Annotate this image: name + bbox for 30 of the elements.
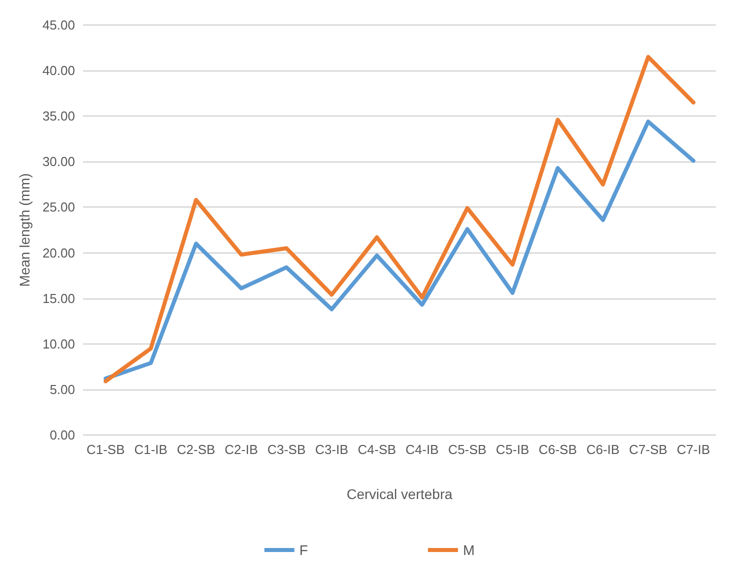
line-series	[104, 54, 696, 384]
y-axis-title: Mean length (mm)	[16, 173, 33, 287]
x-tick-label: C2-SB	[176, 442, 216, 457]
legend-label: M	[462, 542, 475, 558]
x-tick-label: C6-SB	[538, 442, 577, 457]
y-tick-label: 30.00	[42, 154, 75, 170]
x-tick-label: C2-IB	[224, 442, 258, 457]
x-tick-label: C3-IB	[315, 442, 348, 457]
x-tick-label: C6-IB	[586, 442, 620, 457]
x-tick-label: C4-SB	[358, 442, 396, 457]
y-tick-label: 15.00	[42, 290, 75, 306]
y-tick-label: 0.00	[50, 428, 75, 442]
x-tick-label: C7-IB	[676, 442, 710, 457]
x-tick-label: C1-IB	[134, 442, 168, 457]
line-series	[104, 120, 696, 381]
x-tick-label: C7-SB	[629, 442, 668, 457]
y-tick-label: 40.00	[42, 63, 75, 78]
y-tick-label: 5.00	[50, 382, 75, 397]
y-tick-label: 25.00	[42, 200, 75, 215]
x-tick-label: C1-SB	[86, 442, 125, 457]
y-tick-label: 35.00	[42, 108, 75, 124]
y-tick-label: 20.00	[42, 245, 75, 260]
legend-label: F	[299, 542, 308, 558]
x-axis-title: Cervical vertebra	[346, 486, 453, 502]
y-tick-label: 10.00	[42, 336, 75, 352]
x-tick-label: C5-SB	[448, 442, 486, 457]
x-tick-label: C5-IB	[496, 442, 530, 457]
y-tick-label: 45.00	[42, 18, 75, 32]
x-tick-label: C4-IB	[405, 442, 439, 457]
x-tick-label: C3-SB	[267, 442, 306, 457]
